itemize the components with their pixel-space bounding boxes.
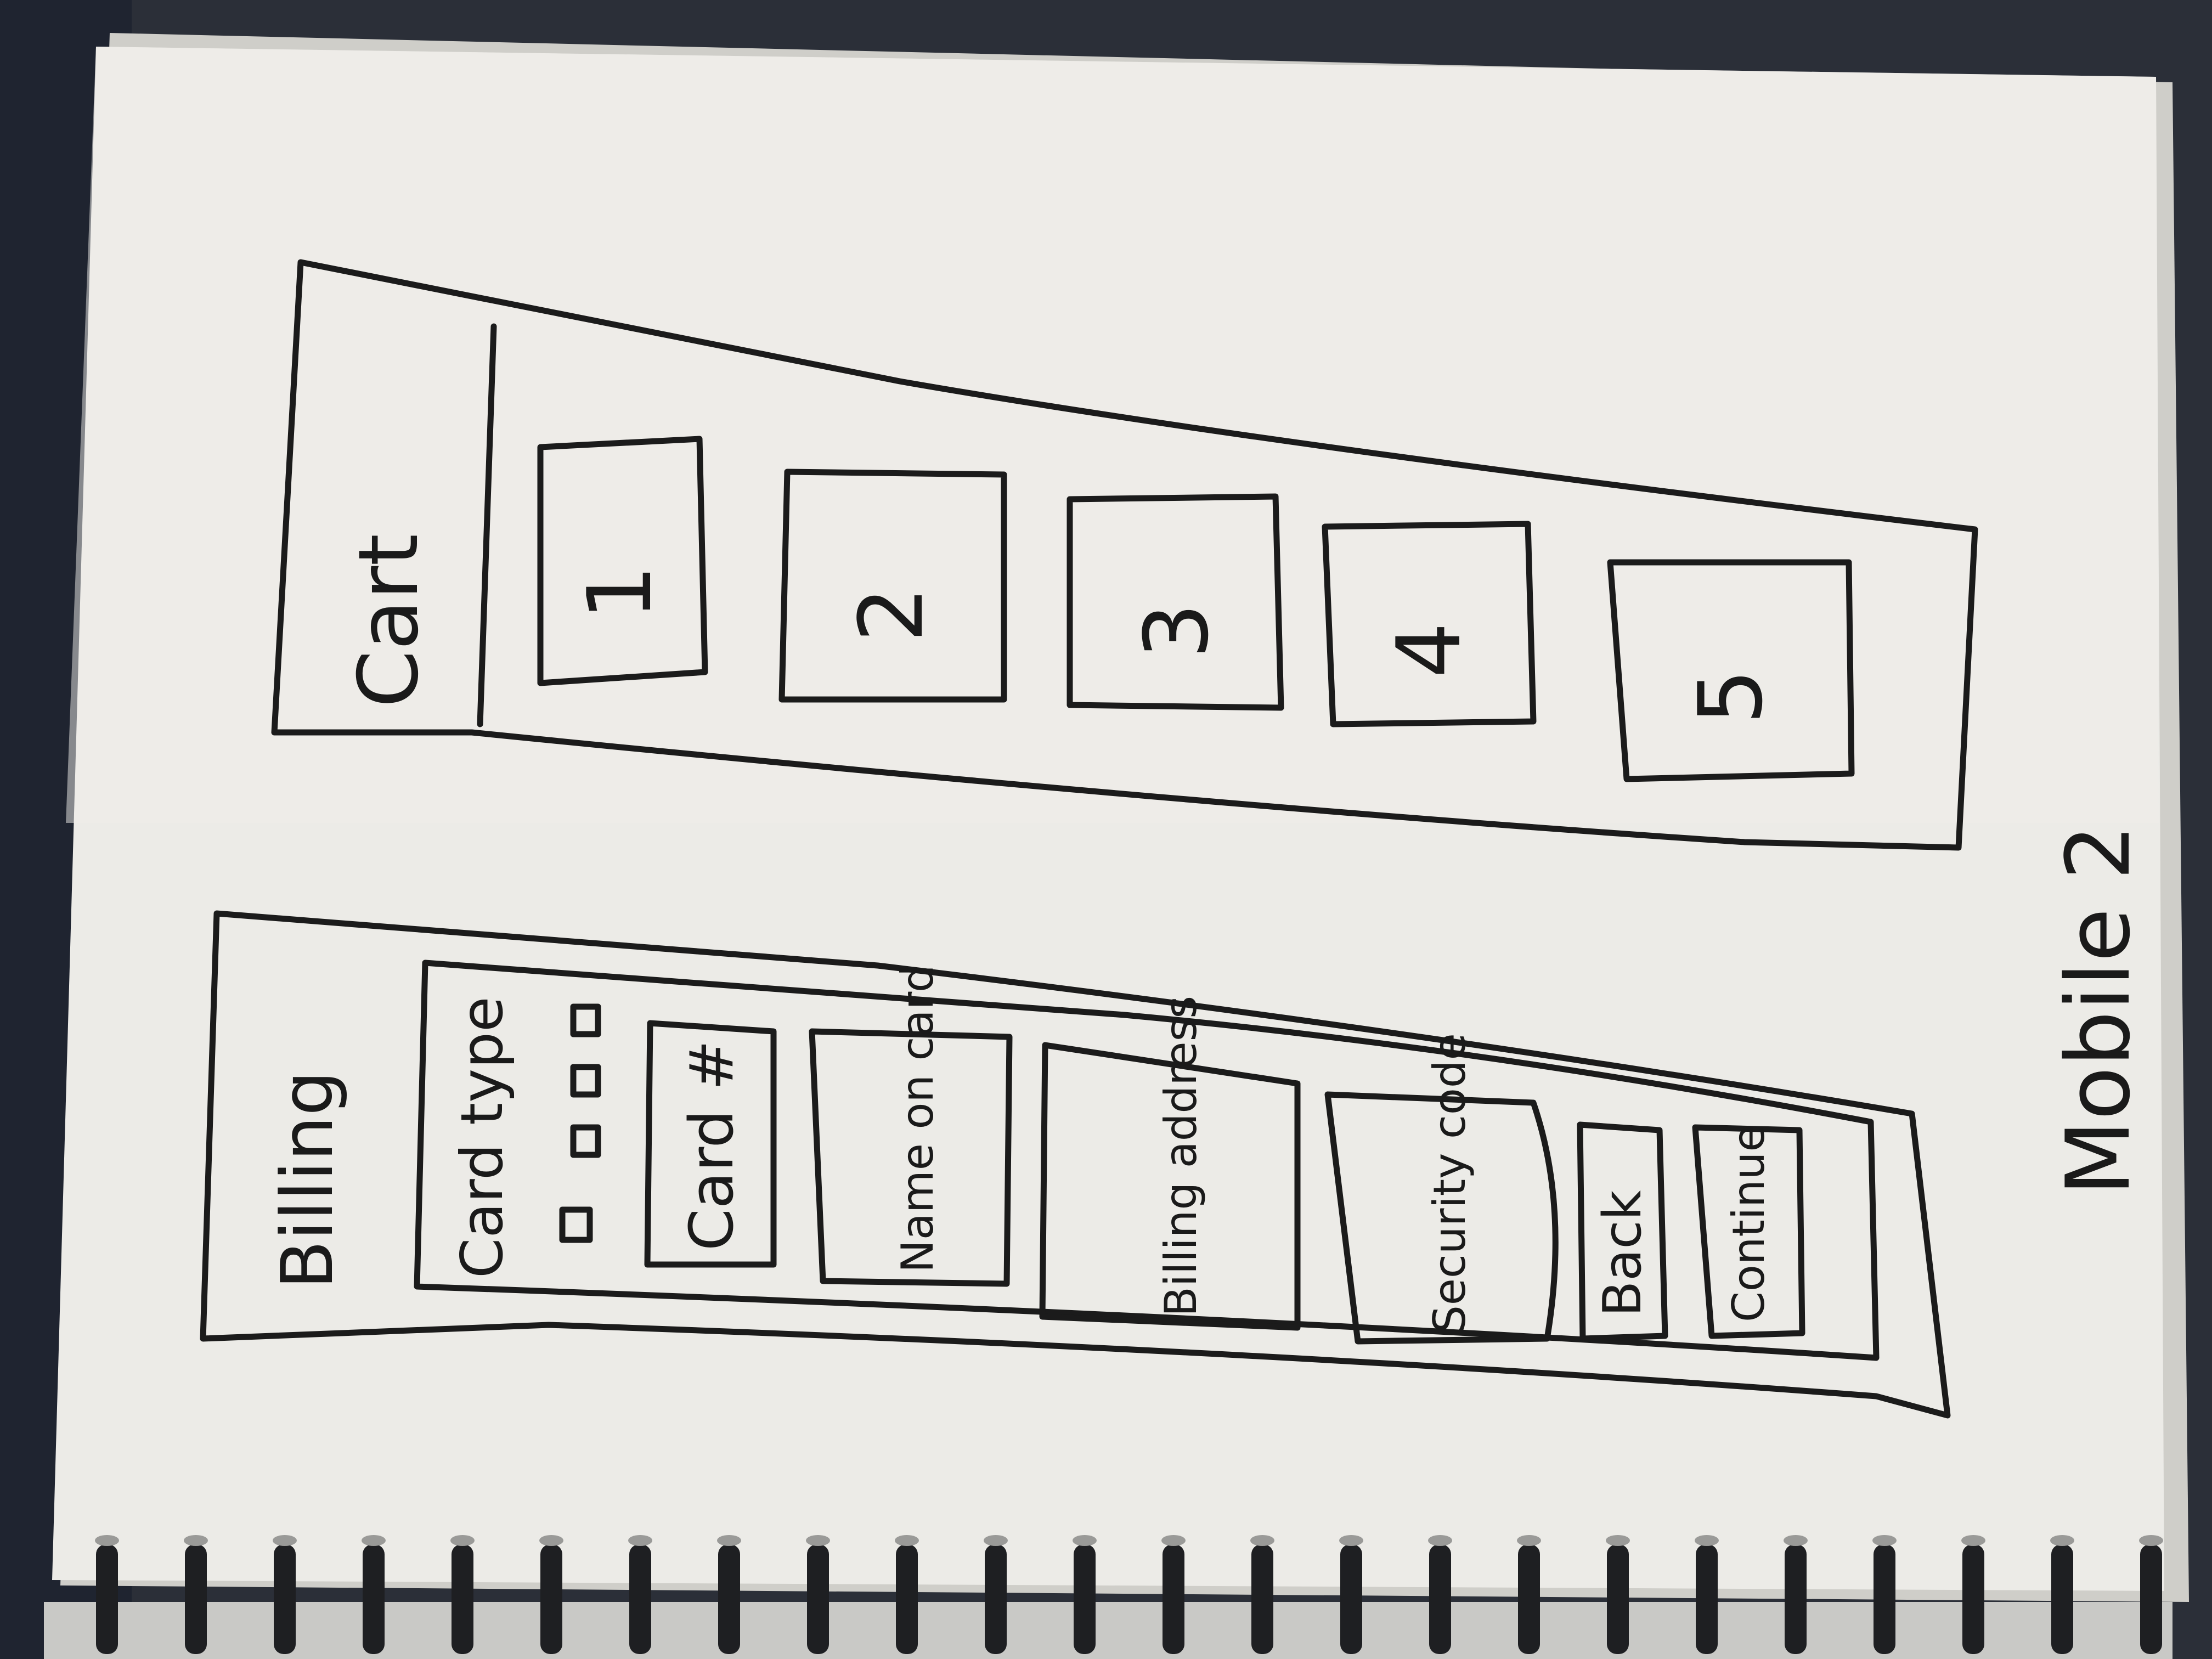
binding-hole [806, 1535, 830, 1546]
mobile-side-note: Mobile 2 [2047, 825, 2149, 1197]
binding-hole [450, 1535, 475, 1546]
continue-button-label: Continue [1723, 1125, 1774, 1322]
spiral-ring [807, 1544, 829, 1654]
binding-hole [95, 1535, 119, 1546]
cart-item-label-3: 3 [1125, 603, 1228, 659]
binding-hole [362, 1535, 386, 1546]
binding-hole [1517, 1535, 1541, 1546]
spiral-ring [629, 1544, 651, 1654]
cart-sketch [271, 259, 1978, 851]
card-number-label: Card # [676, 1040, 747, 1251]
card-type-checkbox-1 [570, 1003, 601, 1037]
binding-hole [2139, 1535, 2163, 1546]
spiral-ring [96, 1544, 118, 1654]
back-button-label: Back [1593, 1190, 1653, 1317]
security-code-box [1324, 1091, 1559, 1345]
paper-highlight [66, 47, 2159, 823]
card-type-checkbox-4 [559, 1206, 593, 1243]
spiral-ring [1607, 1544, 1629, 1654]
spiral-ring [1962, 1544, 1984, 1654]
binding-hole [1695, 1535, 1719, 1546]
billing-frame [200, 910, 1951, 1419]
spiral-ring [1874, 1544, 1895, 1654]
cart-item-label-1: 1 [568, 565, 671, 620]
binding-hole [1428, 1535, 1452, 1546]
binding-hole [184, 1535, 208, 1546]
security-code-label: Security code [1424, 1033, 1475, 1333]
spiral-ring [2140, 1544, 2162, 1654]
binding-hole [1784, 1535, 1808, 1546]
binding-hole [984, 1535, 1008, 1546]
billing-inner-panel [414, 960, 1880, 1361]
binding-hole [1339, 1535, 1363, 1546]
card-type-checkbox-3 [570, 1124, 601, 1158]
binding-hole [1606, 1535, 1630, 1546]
cart-item-box-1 [537, 436, 708, 686]
billing-address-box [1039, 1042, 1301, 1331]
cart-header-label: Cart [341, 534, 437, 708]
binding-hole [273, 1535, 297, 1546]
spiral-ring [985, 1544, 1007, 1654]
billing-sketch [200, 910, 1951, 1419]
billing-header-label: Billing [266, 1070, 349, 1289]
binding-hole [539, 1535, 563, 1546]
card-number-box [644, 1020, 777, 1268]
continue-button-box [1692, 1124, 1805, 1339]
spiral-ring [185, 1544, 207, 1654]
spiral-ring [718, 1544, 740, 1654]
cart-item-box-3 [1066, 493, 1284, 711]
cart-header-divider [477, 323, 497, 727]
cart-item-box-2 [778, 469, 1007, 703]
binding-hole [1961, 1535, 1985, 1546]
card-type-checkbox-2 [570, 1064, 601, 1098]
name-on-card-box [809, 1028, 1013, 1287]
spiral-ring [1163, 1544, 1184, 1654]
spiral-binding [44, 1535, 2172, 1659]
binding-strip [44, 1602, 2172, 1659]
spiral-ring [1429, 1544, 1451, 1654]
cart-item-label-5: 5 [1679, 669, 1782, 725]
spiral-ring [1340, 1544, 1362, 1654]
spiral-ring [2051, 1544, 2073, 1654]
binding-hole [2050, 1535, 2074, 1546]
cart-frame [271, 259, 1978, 851]
spiral-ring [274, 1544, 296, 1654]
spiral-ring [1518, 1544, 1540, 1654]
name-on-card-label: Name on card [892, 964, 943, 1273]
spiral-ring [1074, 1544, 1096, 1654]
cart-item-box-5 [1607, 559, 1855, 782]
spiral-ring [896, 1544, 918, 1654]
cart-item-box-4 [1322, 521, 1537, 727]
binding-hole [1161, 1535, 1186, 1546]
binding-hole [1073, 1535, 1097, 1546]
billing-address-label: Billing address [1155, 996, 1206, 1317]
spiral-ring [452, 1544, 473, 1654]
binding-hole [717, 1535, 741, 1546]
binding-hole [1250, 1535, 1274, 1546]
binding-hole [628, 1535, 652, 1546]
spiral-ring [1251, 1544, 1273, 1654]
cart-item-label-4: 4 [1378, 622, 1480, 678]
back-button-box [1577, 1121, 1668, 1342]
spiral-ring [363, 1544, 385, 1654]
binding-hole [1872, 1535, 1897, 1546]
spiral-ring [1785, 1544, 1807, 1654]
card-type-label: Card type [449, 996, 516, 1278]
cart-item-label-2: 2 [840, 586, 943, 642]
spiral-ring [540, 1544, 562, 1654]
binding-hole [895, 1535, 919, 1546]
spiral-ring [1696, 1544, 1718, 1654]
